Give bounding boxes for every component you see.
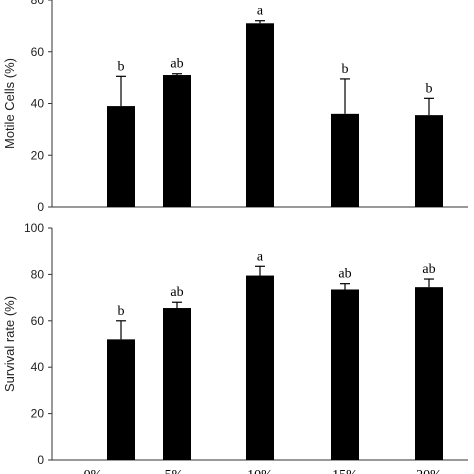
significance-label: b	[342, 62, 349, 77]
significance-label: ab	[338, 267, 351, 282]
y-tick-label: 80	[31, 0, 45, 7]
bar	[107, 339, 135, 460]
y-tick-label: 40	[31, 360, 45, 374]
significance-label: ab	[170, 285, 183, 300]
bar	[246, 23, 274, 207]
significance-label: ab	[170, 57, 183, 72]
bar	[246, 275, 274, 460]
y-tick-label: 0	[37, 453, 44, 467]
bar	[331, 113, 359, 207]
survival-rate-panel: 0 20 40 60 80 100 Survival rate (%) b 0% ab 5% a 10%…	[2, 221, 468, 474]
y-tick-label: 60	[31, 314, 45, 328]
bar	[107, 106, 135, 207]
x-category-label: 0%	[84, 468, 103, 474]
bar	[331, 289, 359, 460]
y-tick-label: 100	[24, 221, 44, 235]
y-tick-label: 0	[37, 200, 44, 214]
significance-label: a	[257, 249, 264, 264]
y-tick-label: 40	[31, 97, 45, 111]
significance-label: a	[257, 4, 264, 19]
significance-label: b	[118, 304, 125, 319]
significance-label: ab	[422, 262, 435, 277]
y-tick-label: 20	[31, 407, 45, 421]
significance-label: b	[118, 59, 125, 74]
y-tick-label: 20	[31, 148, 45, 162]
x-category-label: 20%	[416, 468, 442, 474]
y-axis-title: Motile Cells (%)	[2, 58, 17, 149]
x-category-label: 15%	[332, 468, 358, 474]
bar	[415, 115, 443, 207]
y-tick-label: 80	[31, 267, 45, 281]
bar	[415, 287, 443, 460]
x-category-label: 10%	[247, 468, 273, 474]
bar	[163, 75, 191, 207]
bar	[163, 308, 191, 460]
significance-label: b	[426, 81, 433, 96]
y-tick-label: 60	[31, 45, 45, 59]
x-category-label: 5%	[165, 468, 184, 474]
y-axis-title: Survival rate (%)	[2, 296, 17, 392]
